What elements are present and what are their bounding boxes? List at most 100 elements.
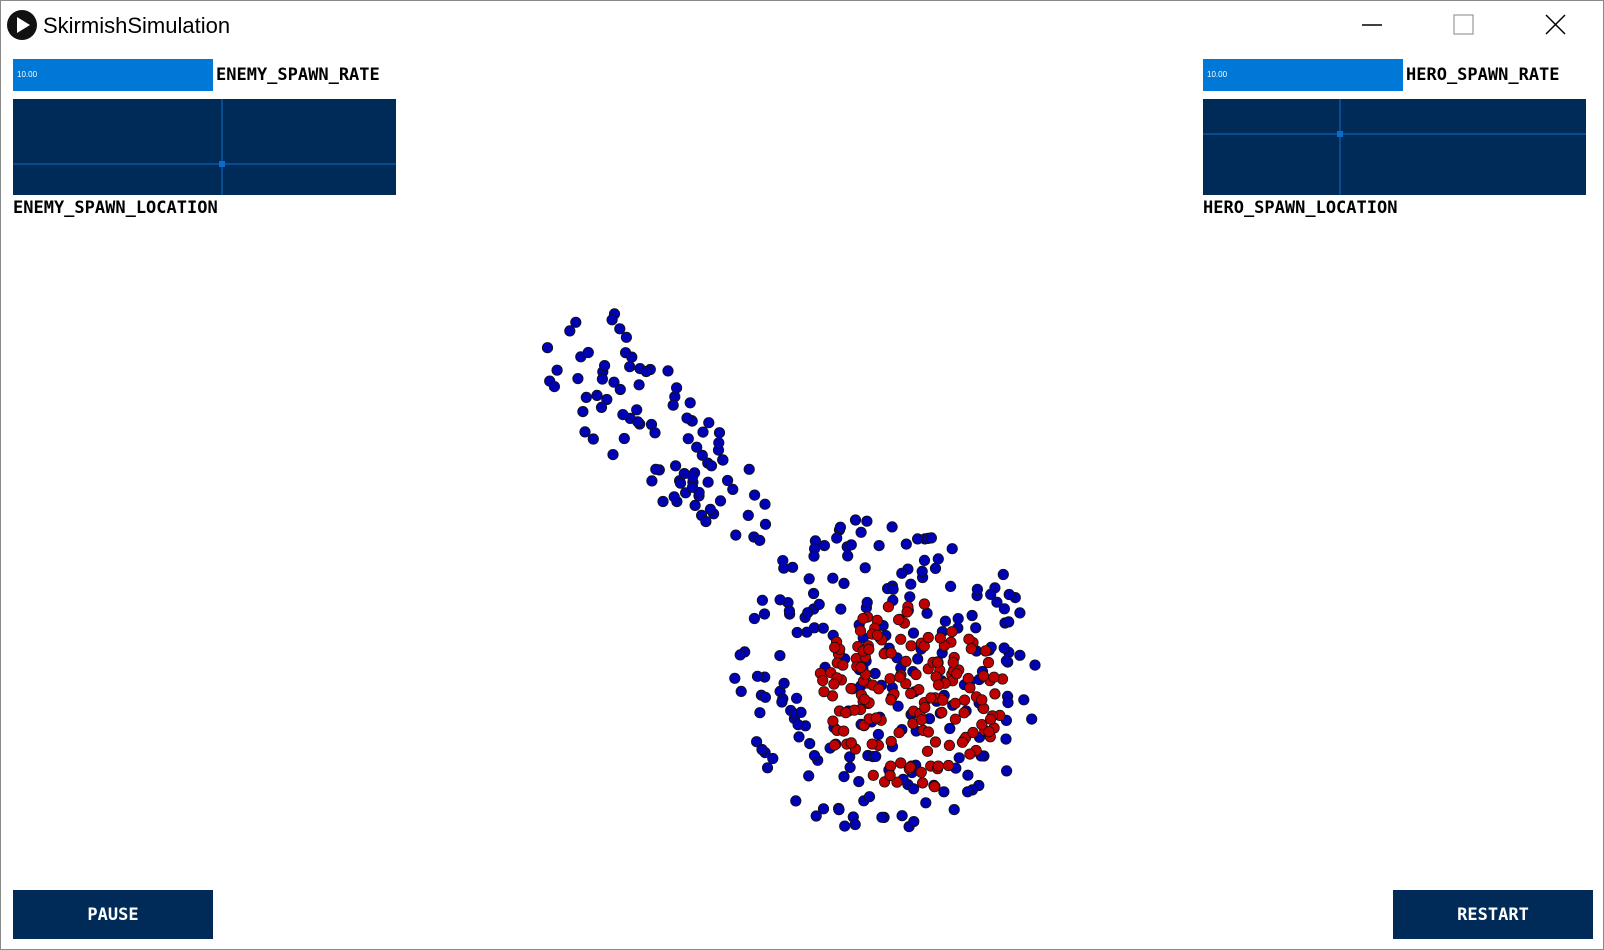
maximize-button[interactable]: [1453, 14, 1474, 35]
close-button[interactable]: [1545, 14, 1566, 35]
blue-unit: [1029, 659, 1041, 671]
blue-unit: [804, 737, 816, 750]
red-unit: [963, 633, 975, 645]
blue-unit: [702, 476, 714, 488]
blue-unit: [761, 762, 774, 774]
blue-unit: [650, 463, 662, 475]
blue-unit: [1000, 655, 1013, 667]
blue-unit: [703, 417, 715, 429]
red-unit: [946, 626, 958, 638]
red-unit: [829, 641, 841, 654]
blue-unit: [756, 743, 768, 756]
pause-button[interactable]: PAUSE: [13, 890, 213, 939]
red-unit: [928, 781, 941, 793]
blue-unit: [1003, 616, 1015, 628]
red-unit: [977, 670, 990, 682]
red-unit: [921, 745, 934, 757]
blue-unit: [713, 427, 726, 439]
blue-unit: [1000, 765, 1013, 777]
blue-unit: [932, 553, 944, 565]
blue-unit: [705, 460, 718, 472]
blue-unit: [944, 580, 957, 593]
blue-unit: [1014, 607, 1026, 619]
red-unit: [922, 631, 934, 644]
blue-unit: [944, 722, 956, 735]
blue-unit: [918, 554, 931, 567]
blue-unit: [729, 672, 741, 684]
red-unit: [962, 672, 974, 685]
blue-unit: [750, 736, 763, 748]
red-unit: [854, 625, 867, 637]
red-unit: [931, 656, 944, 669]
pad-label: ENEMY_SPAWN_LOCATION: [13, 198, 218, 218]
red-unit: [884, 769, 896, 782]
red-unit: [858, 693, 871, 705]
blue-unit: [887, 583, 899, 595]
red-unit: [884, 760, 897, 772]
pad-crosshair: [13, 99, 396, 195]
blue-unit: [620, 331, 633, 343]
enemy-spawn-location-pad[interactable]: [13, 99, 396, 195]
blue-unit: [743, 463, 755, 475]
blue-unit: [912, 653, 924, 665]
blue-unit: [1002, 696, 1014, 709]
blue-unit: [908, 815, 920, 828]
red-unit: [900, 655, 912, 668]
blue-unit: [697, 426, 709, 438]
blue-unit: [962, 769, 974, 781]
blue-unit: [795, 706, 807, 719]
blue-unit: [614, 323, 626, 335]
blue-unit: [803, 573, 815, 585]
red-unit: [845, 737, 857, 749]
red-unit: [988, 671, 1000, 683]
blue-unit: [748, 489, 761, 501]
blue-unit: [587, 433, 599, 445]
red-unit: [916, 777, 929, 789]
blue-unit: [632, 416, 644, 428]
blue-unit: [759, 498, 771, 510]
blue-unit: [808, 550, 820, 562]
hero-spawn-rate-slider[interactable]: 10.00: [1203, 59, 1403, 91]
red-unit: [967, 726, 979, 739]
red-unit: [818, 686, 830, 698]
blue-unit: [808, 749, 821, 762]
blue-unit: [646, 475, 658, 487]
blue-unit: [777, 554, 789, 567]
enemy-spawn-rate-slider[interactable]: 10.00: [13, 59, 213, 91]
blue-unit: [869, 667, 881, 680]
blue-unit: [1026, 713, 1038, 725]
red-unit: [901, 606, 913, 618]
blue-unit: [892, 700, 904, 712]
blue-unit: [572, 372, 584, 385]
blue-unit: [696, 449, 708, 461]
blue-unit: [717, 454, 729, 466]
hero-spawn-location-pad[interactable]: [1203, 99, 1586, 195]
red-unit: [943, 739, 956, 752]
blue-unit: [835, 603, 847, 615]
red-unit: [984, 713, 997, 725]
red-unit: [863, 643, 875, 656]
red-unit: [885, 735, 897, 748]
blue-unit: [855, 526, 867, 538]
blue-unit: [907, 783, 920, 795]
restart-button[interactable]: RESTART: [1393, 890, 1593, 939]
red-unit: [884, 673, 896, 685]
blue-unit: [833, 804, 845, 816]
red-unit: [976, 718, 988, 731]
blue-unit: [649, 427, 661, 439]
blue-unit: [580, 391, 592, 403]
red-unit: [904, 761, 916, 773]
blue-unit: [682, 433, 694, 445]
blue-unit: [896, 567, 908, 579]
blue-unit: [818, 539, 831, 552]
blue-unit: [633, 379, 645, 391]
blue-unit: [1014, 649, 1026, 661]
red-unit: [828, 739, 841, 751]
blue-unit: [861, 515, 873, 527]
app-icon-glyph: [17, 17, 30, 33]
blue-unit: [754, 707, 766, 719]
red-unit: [932, 760, 944, 772]
blue-unit: [807, 587, 820, 600]
red-unit: [910, 668, 922, 681]
